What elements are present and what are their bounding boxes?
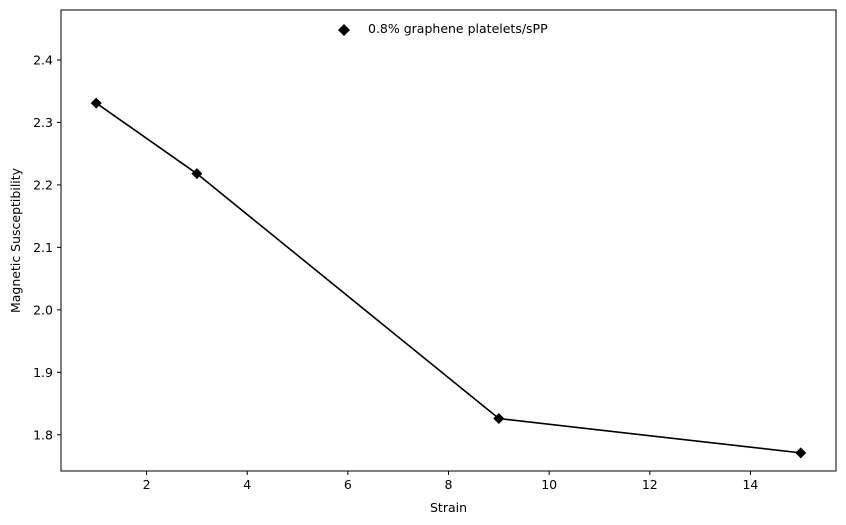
- plot-area: [61, 10, 836, 471]
- data-point-marker: [90, 97, 102, 109]
- x-tick-label: 6: [344, 477, 352, 492]
- data-point-marker: [795, 447, 807, 459]
- x-tick-label: 4: [243, 477, 251, 492]
- y-axis-label: Magnetic Susceptibility: [8, 167, 23, 313]
- x-axis-ticks: 2 4 6 8 10 12 14: [143, 471, 758, 492]
- y-tick-label: 2.0: [33, 302, 53, 317]
- data-point-marker: [493, 413, 505, 425]
- y-axis-ticks: 1.8 1.9 2.0 2.1 2.2 2.3 2.4: [33, 52, 61, 442]
- x-tick-label: 8: [445, 477, 453, 492]
- legend-label: 0.8% graphene platelets/sPP: [368, 21, 548, 36]
- plot-frame: [60, 9, 837, 472]
- series-line: [95, 102, 801, 454]
- x-axis-label: Strain: [430, 500, 467, 515]
- y-tick-label: 1.8: [33, 427, 53, 442]
- x-tick-label: 2: [143, 477, 151, 492]
- y-tick-label: 2.3: [33, 115, 53, 130]
- data-layer: [90, 97, 807, 459]
- x-tick-label: 12: [642, 477, 658, 492]
- y-tick-label: 2.2: [33, 177, 53, 192]
- x-tick-label: 14: [742, 477, 758, 492]
- y-tick-label: 2.1: [33, 240, 53, 255]
- y-tick-label: 2.4: [33, 52, 53, 67]
- y-tick-label: 1.9: [33, 365, 53, 380]
- x-tick-label: 10: [541, 477, 557, 492]
- legend-marker-diamond: [338, 24, 350, 36]
- legend: 0.8% graphene platelets/sPP: [338, 21, 548, 36]
- data-point-marker: [191, 168, 203, 180]
